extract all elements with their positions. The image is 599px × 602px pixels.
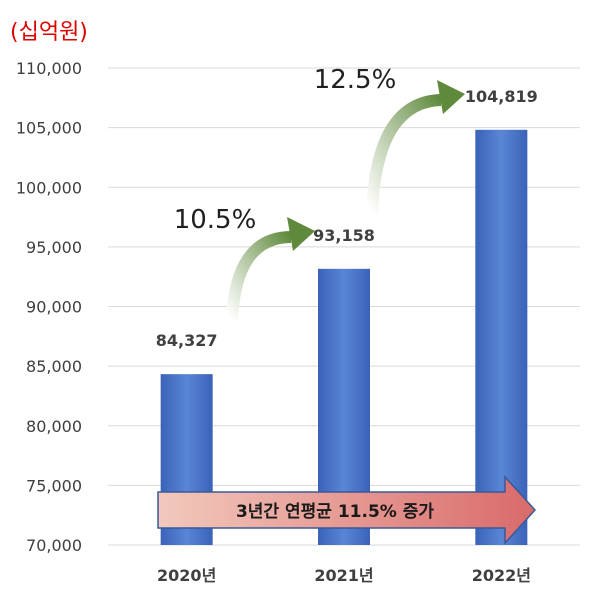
x-tick-label: 2021년 [314, 566, 373, 585]
data-label: 84,327 [156, 331, 218, 350]
unit-label: (십억원) [10, 20, 88, 45]
summary-banner-arrow [157, 475, 537, 545]
y-tick-label: 110,000 [16, 59, 82, 78]
y-tick-label: 105,000 [16, 119, 82, 138]
y-tick-label: 90,000 [26, 298, 82, 317]
growth-label: 12.5% [314, 65, 397, 95]
summary-banner-text: 3년간 연평균 11.5% 증가 [236, 502, 434, 522]
data-label: 104,819 [465, 87, 538, 106]
y-tick-label: 80,000 [26, 417, 82, 436]
y-tick-label: 75,000 [26, 476, 82, 495]
data-label: 93,158 [313, 226, 375, 245]
x-tick-label: 2022년 [472, 566, 531, 585]
bar [475, 129, 528, 545]
y-tick-label: 85,000 [26, 357, 82, 376]
y-tick-label: 70,000 [26, 536, 82, 555]
growth-arrow [366, 94, 442, 214]
growth-arrow [226, 231, 292, 321]
arrow-head [437, 80, 465, 114]
growth-label: 10.5% [174, 205, 257, 235]
y-tick-label: 95,000 [26, 238, 82, 257]
y-tick-label: 100,000 [16, 178, 82, 197]
x-tick-label: 2020년 [157, 566, 216, 585]
arrow-head [287, 217, 315, 251]
